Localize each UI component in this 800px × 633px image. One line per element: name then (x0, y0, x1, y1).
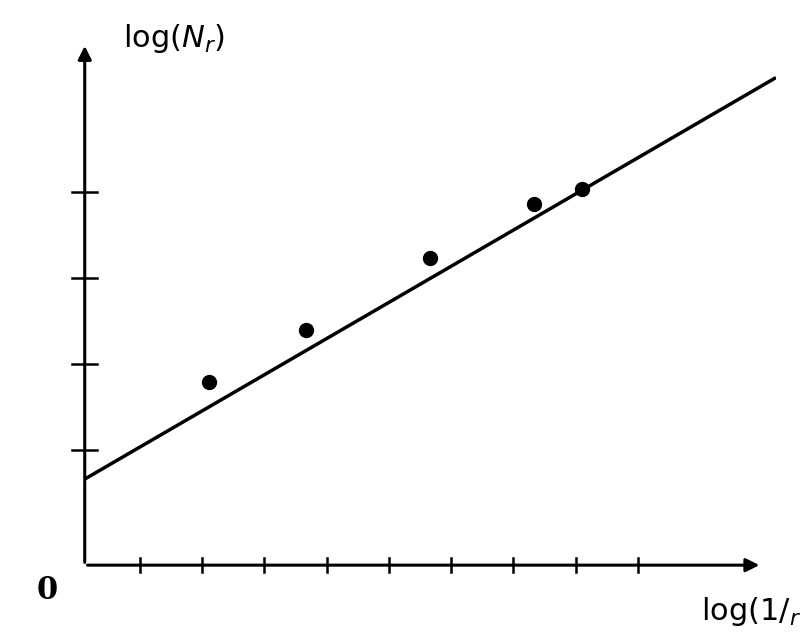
Point (299, 325, 312, 335)
Text: 0: 0 (36, 575, 58, 606)
Point (424, 253, 437, 263)
Text: $\mathrm{log}(N_r)$: $\mathrm{log}(N_r)$ (122, 22, 225, 55)
Point (576, 184, 589, 194)
Text: $\mathrm{log}(1/_{r})$: $\mathrm{log}(1/_{r})$ (701, 594, 800, 627)
Point (528, 199, 541, 209)
Point (202, 377, 215, 387)
